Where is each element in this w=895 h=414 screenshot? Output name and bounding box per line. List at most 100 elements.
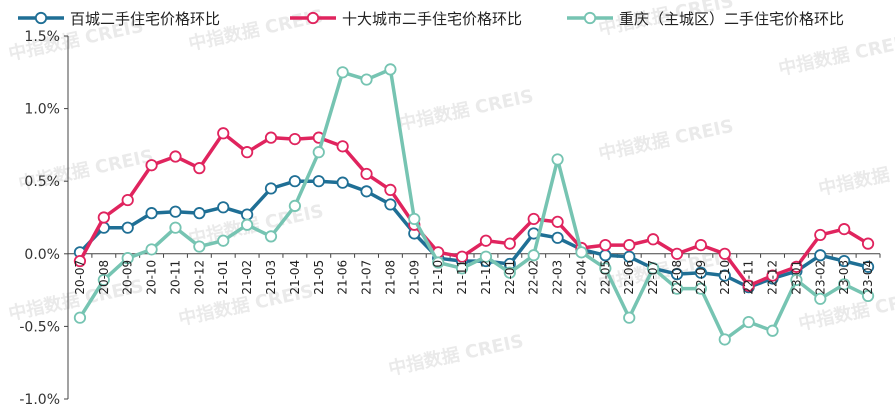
x-tick-label: 21-10 <box>431 260 445 295</box>
data-point <box>432 256 445 269</box>
data-point <box>73 254 87 268</box>
x-tick-label: 23-01 <box>789 260 803 295</box>
x-tick-label: 22-01 <box>503 260 517 295</box>
x-tick-label: 21-04 <box>288 260 302 295</box>
x-tick-label: 20-09 <box>121 260 135 295</box>
axes: -1.0% -0.5% 0.0% 0.5% 1.0% 1.5% <box>19 29 881 408</box>
data-point <box>647 262 660 275</box>
data-point <box>479 250 493 263</box>
data-point <box>599 238 612 252</box>
data-point <box>384 63 397 76</box>
data-point <box>670 282 684 295</box>
x-tick-label: 22-10 <box>718 260 732 295</box>
data-point <box>121 252 134 265</box>
data-point <box>861 237 875 250</box>
data-point <box>264 230 278 243</box>
data-point <box>718 247 731 260</box>
data-point <box>360 167 373 181</box>
data-point <box>336 140 349 153</box>
x-tick-label: 21-05 <box>312 260 326 295</box>
y-tick-label: 1.0% <box>24 102 60 118</box>
data-point <box>551 231 564 244</box>
x-tick-label: 21-01 <box>216 260 230 295</box>
data-point <box>790 273 803 287</box>
data-point <box>145 207 158 220</box>
data-point <box>551 153 564 166</box>
data-point <box>503 266 516 279</box>
x-tick-label: 22-07 <box>646 260 660 295</box>
x-tick-label: 22-05 <box>598 260 612 295</box>
series-2 <box>73 127 875 292</box>
data-point <box>814 292 827 305</box>
data-point <box>384 198 397 211</box>
x-tick-label: 22-12 <box>766 260 780 295</box>
data-point <box>623 238 636 252</box>
data-point <box>241 146 254 159</box>
data-point <box>861 260 875 273</box>
legend-swatch-marker <box>34 11 48 25</box>
x-tick-label: 22-08 <box>670 260 684 295</box>
x-tick-label: 21-03 <box>264 260 278 295</box>
data-point <box>288 132 301 146</box>
x-tick-label: 21-12 <box>479 260 493 295</box>
data-point <box>623 311 636 324</box>
data-point <box>838 223 851 236</box>
x-tick-label: 23-03 <box>837 260 851 295</box>
x-tick-label: 22-09 <box>694 260 708 295</box>
data-point <box>169 221 182 234</box>
legend-item: 百城二手住宅价格环比 <box>18 10 220 28</box>
data-point <box>742 315 755 329</box>
legend-swatch-marker <box>583 11 597 25</box>
watermark-text: 中指数据 CREIS <box>776 30 895 80</box>
legend-swatch-marker <box>306 11 320 25</box>
x-tick-label: 21-09 <box>407 260 421 295</box>
x-tick-label: 21-08 <box>383 260 397 295</box>
data-point <box>790 260 803 273</box>
data-point <box>264 131 278 144</box>
data-point <box>718 333 731 346</box>
watermark-text: 中指数据 CREIS <box>816 150 895 200</box>
data-point <box>479 234 493 247</box>
x-tick-label: 22-02 <box>527 260 541 295</box>
y-tick-label: 1.5% <box>24 29 60 45</box>
x-tick-label: 20-10 <box>145 260 159 295</box>
data-point <box>551 215 564 228</box>
data-point <box>623 250 636 263</box>
data-point <box>193 207 206 220</box>
x-tick-label: 23-04 <box>861 260 875 295</box>
data-point <box>145 243 158 256</box>
data-point <box>814 249 827 262</box>
data-point <box>217 127 230 140</box>
data-point <box>97 273 110 287</box>
x-tick-label: 21-06 <box>336 260 350 295</box>
legend-label: 重庆（主城区）二手住宅价格环比 <box>619 10 844 28</box>
x-tick-label: 20-12 <box>192 260 206 295</box>
data-point <box>145 159 158 172</box>
data-point <box>288 199 301 212</box>
legend-item: 重庆（主城区）二手住宅价格环比 <box>567 10 844 28</box>
watermarks: 中指数据 CREIS 中指数据 CREIS 中指数据 CREIS 中指数据 CREIS… <box>6 0 895 380</box>
x-tick-label: 22-06 <box>622 260 636 295</box>
data-point <box>742 279 755 292</box>
x-tick-labels: 20-07 20-08 20-09 20-10 20-11 20-12 21-01 21-02… <box>73 260 875 295</box>
data-point <box>193 162 206 175</box>
legend-item: 十大城市二手住宅价格环比 <box>290 10 522 28</box>
legend-label: 百城二手住宅价格环比 <box>70 10 220 28</box>
data-point <box>599 249 612 262</box>
series-group <box>73 63 875 346</box>
x-tick-label: 21-11 <box>455 260 469 295</box>
data-point <box>814 228 827 242</box>
y-tick-label: -1.0% <box>19 392 60 408</box>
data-point <box>408 212 421 226</box>
data-point <box>718 269 731 282</box>
series-line <box>78 67 870 342</box>
data-point <box>694 238 707 252</box>
data-point <box>861 289 875 303</box>
x-tick-label: 23-02 <box>813 260 827 295</box>
data-point <box>694 266 707 279</box>
data-point <box>599 262 612 275</box>
series-3 <box>73 63 875 346</box>
data-point <box>766 269 779 282</box>
watermark-text: 中指数据 CREIS <box>396 85 535 135</box>
